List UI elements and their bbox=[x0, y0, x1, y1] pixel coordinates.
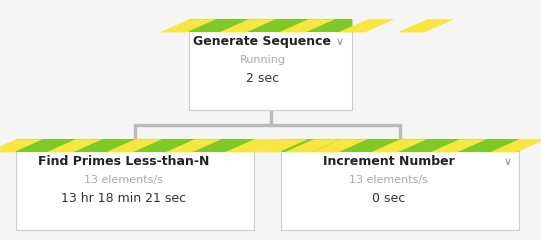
Polygon shape bbox=[225, 139, 281, 152]
Bar bbox=[189, 19, 352, 32]
Polygon shape bbox=[252, 139, 308, 152]
Polygon shape bbox=[279, 19, 335, 32]
Polygon shape bbox=[430, 139, 487, 152]
Text: Find Primes Less-than-N: Find Primes Less-than-N bbox=[38, 155, 209, 168]
Bar bbox=[281, 139, 519, 152]
Polygon shape bbox=[165, 139, 222, 152]
Polygon shape bbox=[284, 139, 341, 152]
Polygon shape bbox=[105, 139, 162, 152]
Text: Increment Number: Increment Number bbox=[322, 155, 454, 168]
Bar bbox=[16, 139, 254, 152]
FancyBboxPatch shape bbox=[281, 139, 519, 230]
Text: ∨: ∨ bbox=[335, 37, 344, 47]
Text: Running: Running bbox=[239, 55, 286, 65]
Text: ∨: ∨ bbox=[503, 157, 512, 167]
Text: 0 sec: 0 sec bbox=[372, 192, 405, 205]
Polygon shape bbox=[398, 19, 454, 32]
FancyBboxPatch shape bbox=[189, 19, 352, 110]
FancyBboxPatch shape bbox=[16, 139, 254, 230]
Polygon shape bbox=[0, 139, 43, 152]
Text: 13 hr 18 min 21 sec: 13 hr 18 min 21 sec bbox=[61, 192, 186, 205]
Polygon shape bbox=[160, 19, 216, 32]
Text: 13 elements/s: 13 elements/s bbox=[84, 175, 163, 185]
Text: 13 elements/s: 13 elements/s bbox=[349, 175, 428, 185]
Polygon shape bbox=[371, 139, 427, 152]
Polygon shape bbox=[338, 19, 395, 32]
Polygon shape bbox=[311, 139, 368, 152]
Polygon shape bbox=[490, 139, 541, 152]
Polygon shape bbox=[46, 139, 103, 152]
Text: 2 sec: 2 sec bbox=[246, 72, 279, 85]
Text: Generate Sequence: Generate Sequence bbox=[193, 35, 332, 48]
Polygon shape bbox=[219, 19, 276, 32]
